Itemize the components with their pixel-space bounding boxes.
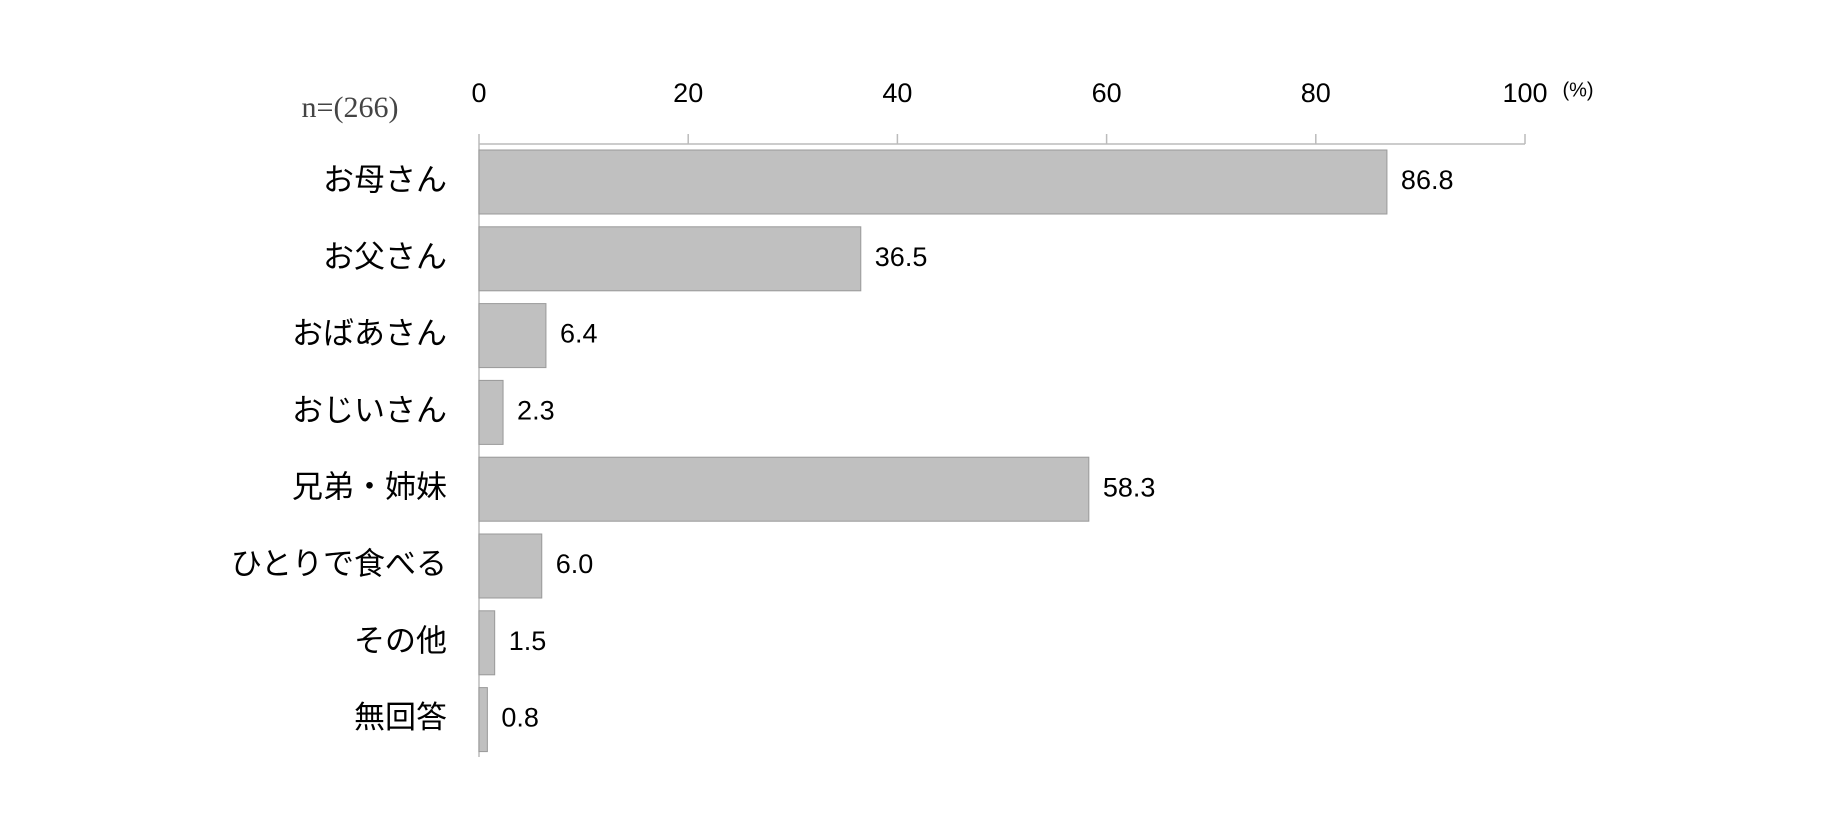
category-label: 無回答: [354, 700, 447, 736]
x-tick-label: 40: [882, 78, 912, 108]
category-label: おじいさん: [292, 393, 447, 429]
value-label: 58.3: [1103, 472, 1156, 502]
value-label: 2.3: [517, 396, 555, 426]
value-label: 86.8: [1401, 165, 1454, 195]
bar: [478, 610, 496, 676]
category-label: ひとりで食べる: [231, 547, 447, 583]
value-label: 0.8: [501, 703, 539, 733]
category-label: 兄弟・姉妹: [292, 470, 447, 506]
category-label: お父さん: [323, 239, 447, 275]
category-label: おばあさん: [292, 316, 447, 352]
bar: [478, 149, 1388, 215]
x-tick-label: 100: [1502, 78, 1547, 108]
bar: [478, 226, 862, 292]
value-label: 6.0: [556, 549, 594, 579]
bar: [478, 456, 1090, 522]
value-label: 6.4: [560, 319, 598, 349]
bar: [478, 533, 543, 599]
bar: [478, 379, 504, 445]
x-tick-label: 60: [1092, 78, 1122, 108]
x-tick-label: 20: [673, 78, 703, 108]
category-label: お母さん: [323, 163, 447, 199]
bar: [478, 687, 488, 753]
category-label: その他: [354, 623, 447, 659]
bar: [478, 303, 547, 369]
value-label: 1.5: [509, 626, 547, 656]
unit-label: (%): [1562, 79, 1593, 101]
sample-size: n=(266): [302, 91, 399, 124]
x-tick-label: 0: [471, 78, 486, 108]
value-label: 36.5: [875, 242, 928, 272]
x-tick-label: 80: [1301, 78, 1331, 108]
